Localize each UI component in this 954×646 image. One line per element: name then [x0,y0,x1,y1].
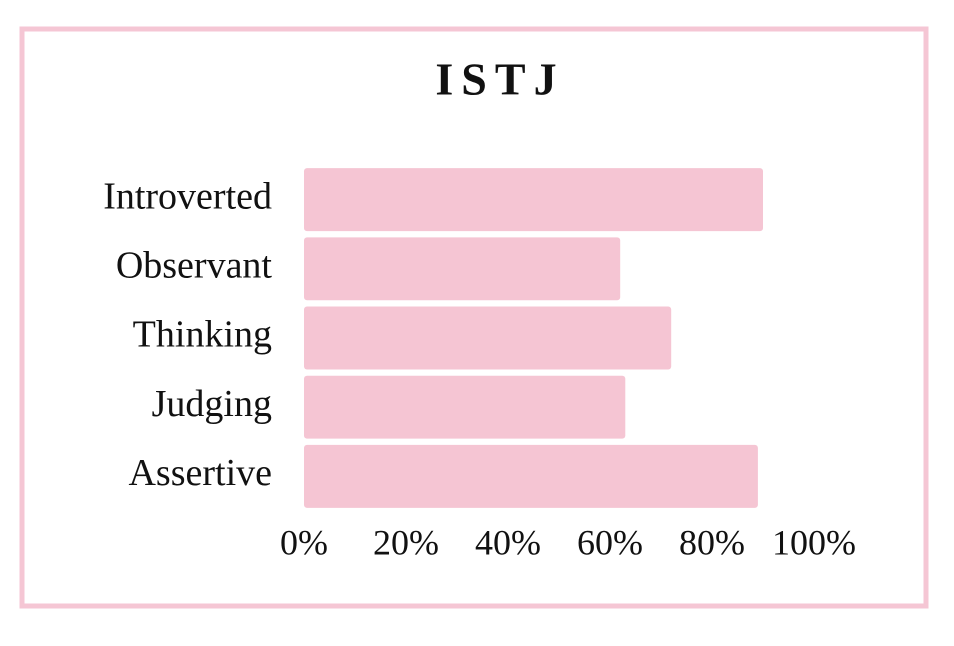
y-tick-label: Observant [116,245,273,287]
bar [304,306,672,370]
y-tick-label: Assertive [128,452,272,494]
frame [19,26,929,609]
bar [304,444,758,508]
chart-title: ISTJ [435,54,564,105]
y-tick-label: Judging [152,383,272,425]
bar [304,237,621,301]
x-tick-label: 80% [679,522,745,562]
x-tick-label: 0% [280,522,328,562]
y-tick-label: Introverted [103,175,272,217]
y-tick-label: Thinking [133,314,272,356]
x-tick-label: 100% [772,522,856,562]
x-tick-label: 60% [577,522,643,562]
bar [304,168,763,232]
x-tick-label: 20% [373,522,439,562]
x-tick-label: 40% [475,522,541,562]
bar [304,375,626,439]
